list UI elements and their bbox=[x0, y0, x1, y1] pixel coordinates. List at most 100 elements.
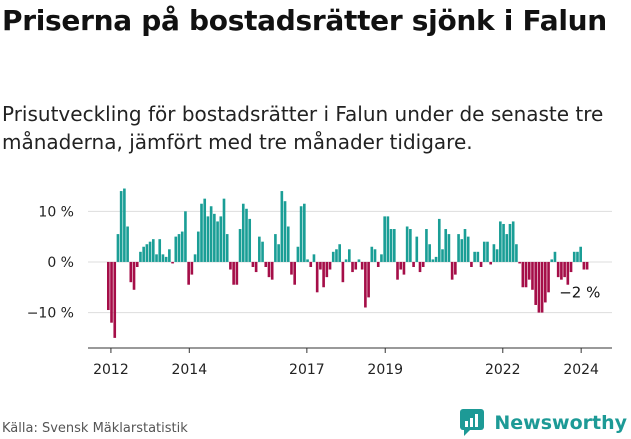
bar[interactable] bbox=[213, 213, 216, 262]
bar[interactable] bbox=[556, 261, 560, 278]
bar[interactable] bbox=[527, 261, 531, 280]
bar[interactable] bbox=[116, 234, 120, 262]
bar[interactable] bbox=[328, 261, 332, 270]
bar[interactable] bbox=[508, 223, 512, 262]
bar[interactable] bbox=[123, 188, 126, 262]
bar[interactable] bbox=[225, 234, 229, 262]
bar[interactable] bbox=[206, 216, 210, 262]
bar[interactable] bbox=[309, 261, 313, 267]
bar[interactable] bbox=[200, 203, 203, 262]
bar[interactable] bbox=[303, 203, 306, 262]
bar[interactable] bbox=[129, 261, 133, 283]
bar[interactable] bbox=[126, 226, 129, 262]
bar[interactable] bbox=[245, 208, 248, 262]
bar[interactable] bbox=[476, 251, 480, 262]
bar[interactable] bbox=[428, 244, 431, 262]
bar[interactable] bbox=[486, 241, 489, 262]
bar[interactable] bbox=[306, 259, 309, 262]
bar[interactable] bbox=[209, 206, 213, 262]
bar[interactable] bbox=[409, 229, 412, 262]
bar[interactable] bbox=[569, 261, 573, 273]
bar[interactable] bbox=[193, 254, 197, 262]
bar[interactable] bbox=[383, 216, 386, 262]
bar[interactable] bbox=[161, 254, 165, 262]
bar[interactable] bbox=[190, 261, 194, 275]
bar[interactable] bbox=[283, 201, 287, 262]
bar[interactable] bbox=[148, 241, 152, 262]
bar[interactable] bbox=[341, 261, 345, 283]
bar[interactable] bbox=[135, 261, 139, 267]
bar[interactable] bbox=[537, 261, 541, 313]
bar[interactable] bbox=[534, 261, 537, 305]
bar[interactable] bbox=[540, 261, 544, 313]
bar[interactable] bbox=[499, 221, 502, 262]
bar[interactable] bbox=[168, 249, 171, 262]
bar[interactable] bbox=[264, 261, 268, 267]
bar[interactable] bbox=[187, 261, 190, 285]
bar[interactable] bbox=[437, 218, 441, 262]
bar[interactable] bbox=[364, 261, 367, 308]
bar[interactable] bbox=[203, 198, 207, 262]
bar[interactable] bbox=[293, 261, 296, 285]
bar[interactable] bbox=[280, 191, 284, 262]
bar[interactable] bbox=[370, 246, 374, 262]
bar[interactable] bbox=[457, 234, 460, 262]
bar[interactable] bbox=[354, 261, 358, 270]
bar[interactable] bbox=[412, 261, 415, 267]
bar[interactable] bbox=[431, 259, 435, 262]
bar[interactable] bbox=[425, 229, 428, 262]
bar[interactable] bbox=[180, 231, 184, 262]
bar[interactable] bbox=[521, 261, 525, 288]
bar[interactable] bbox=[119, 191, 123, 262]
bar[interactable] bbox=[145, 244, 149, 262]
bar[interactable] bbox=[544, 261, 547, 303]
bar[interactable] bbox=[216, 221, 219, 262]
bar[interactable] bbox=[267, 261, 271, 278]
bar[interactable] bbox=[241, 203, 245, 262]
bar[interactable] bbox=[421, 261, 425, 267]
bar[interactable] bbox=[261, 241, 264, 262]
bar[interactable] bbox=[444, 229, 448, 262]
bar[interactable] bbox=[338, 244, 341, 262]
bar[interactable] bbox=[357, 259, 361, 262]
bar[interactable] bbox=[392, 229, 396, 262]
bar[interactable] bbox=[518, 261, 521, 264]
bar[interactable] bbox=[132, 261, 136, 290]
bar[interactable] bbox=[107, 261, 110, 311]
bar[interactable] bbox=[312, 254, 316, 262]
bar[interactable] bbox=[579, 246, 582, 262]
bar[interactable] bbox=[511, 221, 515, 262]
bar[interactable] bbox=[360, 261, 364, 270]
bar[interactable] bbox=[550, 259, 554, 262]
bar[interactable] bbox=[502, 223, 505, 262]
bar[interactable] bbox=[299, 206, 303, 262]
bar[interactable] bbox=[386, 216, 390, 262]
bar[interactable] bbox=[418, 261, 422, 273]
bar[interactable] bbox=[466, 236, 470, 262]
bar[interactable] bbox=[142, 246, 145, 262]
bar[interactable] bbox=[560, 261, 563, 280]
bar[interactable] bbox=[585, 261, 589, 270]
bar[interactable] bbox=[447, 234, 451, 262]
bar[interactable] bbox=[482, 241, 486, 262]
bar[interactable] bbox=[113, 261, 117, 338]
bar[interactable] bbox=[171, 261, 174, 264]
bar[interactable] bbox=[290, 261, 293, 275]
bar[interactable] bbox=[515, 244, 518, 262]
bar[interactable] bbox=[566, 261, 570, 285]
bar[interactable] bbox=[325, 261, 329, 278]
bar[interactable] bbox=[196, 231, 200, 262]
bar[interactable] bbox=[351, 261, 354, 273]
bar[interactable] bbox=[319, 261, 322, 270]
bar[interactable] bbox=[335, 249, 338, 262]
bar[interactable] bbox=[415, 236, 419, 262]
bar[interactable] bbox=[389, 229, 393, 262]
bar[interactable] bbox=[505, 234, 509, 262]
bar[interactable] bbox=[258, 236, 261, 262]
bar[interactable] bbox=[238, 229, 242, 262]
bar[interactable] bbox=[450, 261, 454, 280]
bar[interactable] bbox=[492, 244, 496, 262]
bar[interactable] bbox=[373, 249, 377, 262]
bar[interactable] bbox=[553, 251, 557, 262]
bar[interactable] bbox=[396, 261, 399, 280]
